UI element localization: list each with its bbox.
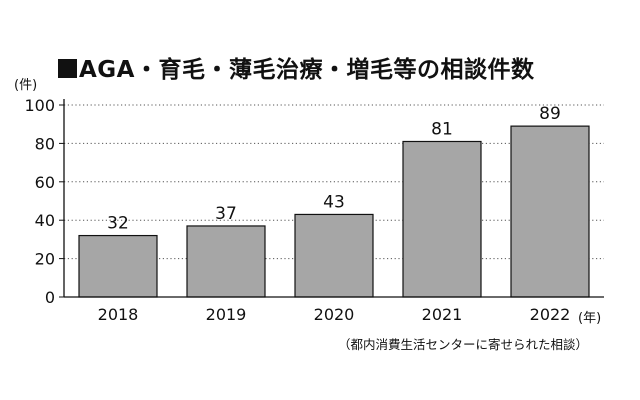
y-tick-label-0: 0 bbox=[45, 288, 55, 307]
data-label-2018: 32 bbox=[107, 214, 129, 234]
x-tick-label-2018: 2018 bbox=[98, 305, 139, 324]
data-label-2020: 43 bbox=[323, 192, 345, 212]
square-bullet-icon bbox=[58, 59, 77, 78]
chart-title-text: AGA・育毛・薄毛治療・増毛等の相談件数 bbox=[79, 57, 535, 83]
y-tick-label-80: 80 bbox=[35, 134, 55, 153]
y-tick-label-20: 20 bbox=[35, 250, 55, 269]
x-tick-label-2020: 2020 bbox=[314, 305, 355, 324]
data-label-2022: 89 bbox=[539, 104, 561, 124]
x-axis-unit: (年) bbox=[578, 311, 602, 326]
bar-2021 bbox=[402, 140, 482, 298]
data-label-2019: 37 bbox=[215, 204, 237, 224]
y-tick-label-100: 100 bbox=[24, 96, 55, 115]
source-note: （都内消費生活センターに寄せられた相談） bbox=[338, 337, 589, 352]
y-axis-unit: (件) bbox=[14, 78, 38, 93]
bar-2020 bbox=[294, 213, 374, 298]
x-tick-label-2021: 2021 bbox=[422, 305, 463, 324]
chart-title: AGA・育毛・薄毛治療・増毛等の相談件数 bbox=[58, 56, 534, 84]
bar-2018 bbox=[78, 234, 158, 298]
bar-2022 bbox=[510, 125, 590, 298]
x-tick-label-2022: 2022 bbox=[530, 305, 571, 324]
y-tick-label-40: 40 bbox=[35, 211, 55, 230]
x-tick-label-2019: 2019 bbox=[206, 305, 247, 324]
bar-2019 bbox=[186, 225, 266, 298]
data-label-2021: 81 bbox=[431, 119, 453, 139]
y-tick-label-60: 60 bbox=[35, 173, 55, 192]
